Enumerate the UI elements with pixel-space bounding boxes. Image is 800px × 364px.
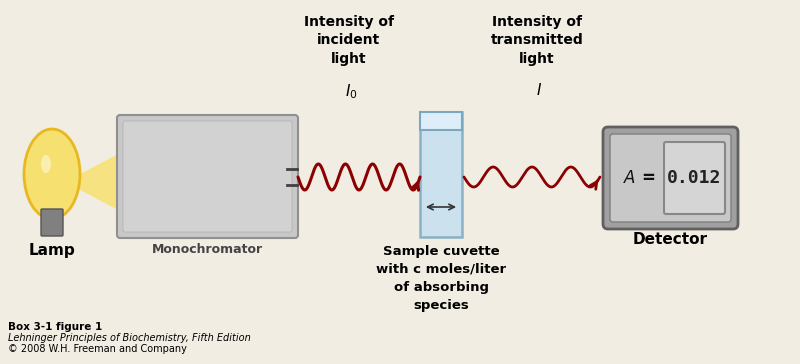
Text: 0.012: 0.012 — [667, 169, 722, 187]
Bar — [420, 112, 462, 130]
FancyBboxPatch shape — [610, 134, 731, 222]
Text: © 2008 W.H. Freeman and Company: © 2008 W.H. Freeman and Company — [8, 344, 187, 354]
Polygon shape — [67, 145, 147, 219]
FancyBboxPatch shape — [123, 121, 292, 232]
Text: Sample cuvette
with c moles/liter
of absorbing
species: Sample cuvette with c moles/liter of abs… — [376, 245, 506, 312]
FancyBboxPatch shape — [117, 115, 298, 238]
Text: Monochromator: Monochromator — [152, 243, 263, 256]
Text: Box 3-1 figure 1: Box 3-1 figure 1 — [8, 322, 102, 332]
Text: Intensity of
incident
light: Intensity of incident light — [304, 15, 394, 66]
Text: $I_0$: $I_0$ — [345, 82, 358, 101]
FancyBboxPatch shape — [41, 209, 63, 236]
Text: Lehninger Principles of Biochemistry, Fifth Edition: Lehninger Principles of Biochemistry, Fi… — [8, 333, 250, 343]
Bar — [420, 112, 462, 237]
Text: Intensity of
transmitted
light: Intensity of transmitted light — [490, 15, 583, 66]
Polygon shape — [67, 145, 147, 219]
Ellipse shape — [41, 155, 51, 173]
Text: $I$: $I$ — [536, 82, 542, 98]
Text: Lamp: Lamp — [29, 243, 75, 258]
FancyBboxPatch shape — [664, 142, 725, 214]
FancyBboxPatch shape — [603, 127, 738, 229]
Text: $A$ =: $A$ = — [623, 169, 655, 187]
Ellipse shape — [24, 129, 80, 219]
Text: Detector: Detector — [633, 232, 708, 247]
